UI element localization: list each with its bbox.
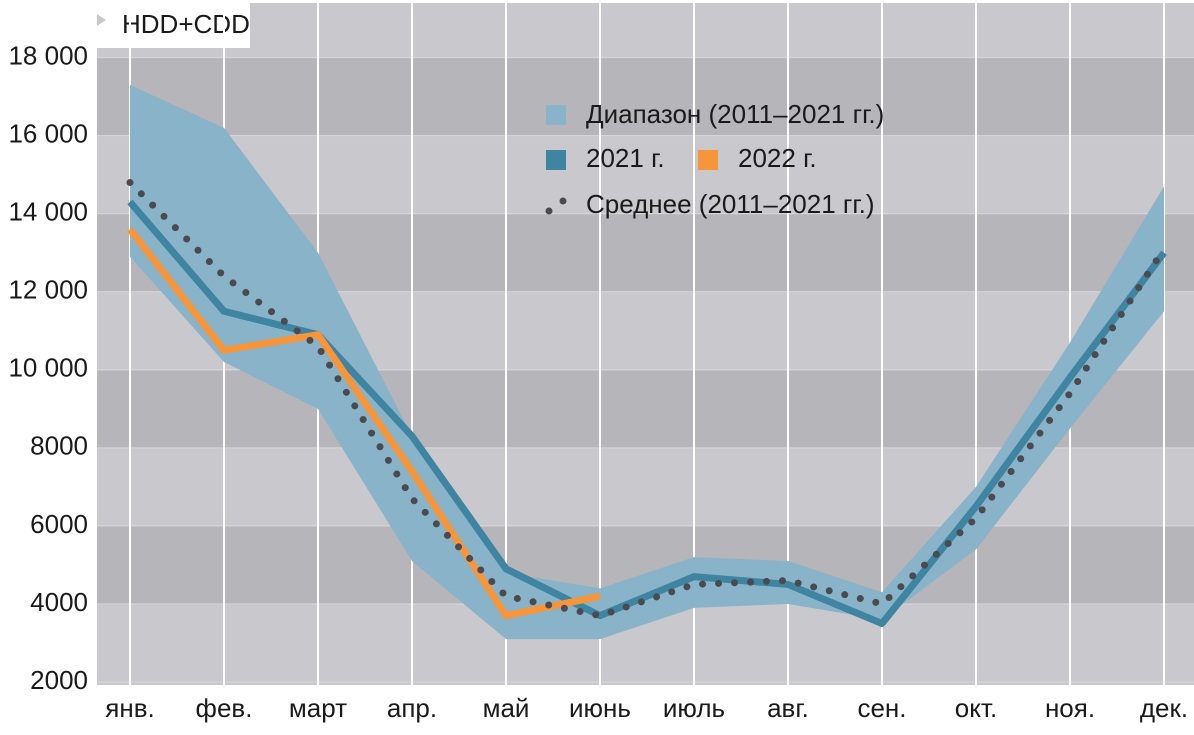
y-tick-label: 4000 bbox=[30, 587, 88, 617]
legend-swatch bbox=[698, 150, 718, 170]
legend-label: 2021 г. bbox=[586, 143, 665, 173]
x-tick-label: март bbox=[289, 693, 347, 723]
y-tick-label: 6000 bbox=[30, 509, 88, 539]
legend-label: Диапазон (2011–2021 гг.) bbox=[586, 99, 884, 129]
x-tick-label: окт. bbox=[955, 693, 997, 723]
x-tick-label: дек. bbox=[1140, 693, 1188, 723]
x-tick-label: авг. bbox=[767, 693, 809, 723]
x-tick-label: янв. bbox=[105, 693, 154, 723]
legend-swatch bbox=[545, 207, 553, 215]
legend-swatch bbox=[546, 150, 566, 170]
x-tick-label: июль bbox=[663, 693, 725, 723]
y-axis-label: HDD+CDD bbox=[122, 9, 250, 39]
x-tick-label: июнь bbox=[569, 693, 631, 723]
y-tick-label: 8000 bbox=[30, 431, 88, 461]
y-label-tab bbox=[97, 0, 250, 48]
x-tick-label: май bbox=[483, 693, 530, 723]
y-tick-label: 16 000 bbox=[8, 119, 88, 149]
range-area bbox=[130, 84, 1164, 640]
grid-band bbox=[97, 57, 1194, 136]
series-line bbox=[127, 199, 1167, 627]
y-tick-label: 2000 bbox=[30, 665, 88, 695]
legend-label: 2022 г. bbox=[738, 143, 817, 173]
legend-swatch bbox=[559, 197, 567, 205]
y-tick-label: 12 000 bbox=[8, 275, 88, 305]
series-line bbox=[127, 227, 601, 620]
legend-swatch bbox=[546, 105, 566, 125]
y-tick-label: 18 000 bbox=[8, 41, 88, 71]
mean-line bbox=[126, 179, 1168, 620]
legend-label: Среднее (2011–2021 гг.) bbox=[586, 189, 875, 219]
y-tick-label: 14 000 bbox=[8, 197, 88, 227]
x-tick-label: фев. bbox=[196, 693, 253, 723]
y-tick-label: 10 000 bbox=[8, 353, 88, 383]
x-tick-label: апр. bbox=[387, 693, 437, 723]
x-tick-label: сен. bbox=[857, 693, 906, 723]
x-tick-label: ноя. bbox=[1045, 693, 1095, 723]
